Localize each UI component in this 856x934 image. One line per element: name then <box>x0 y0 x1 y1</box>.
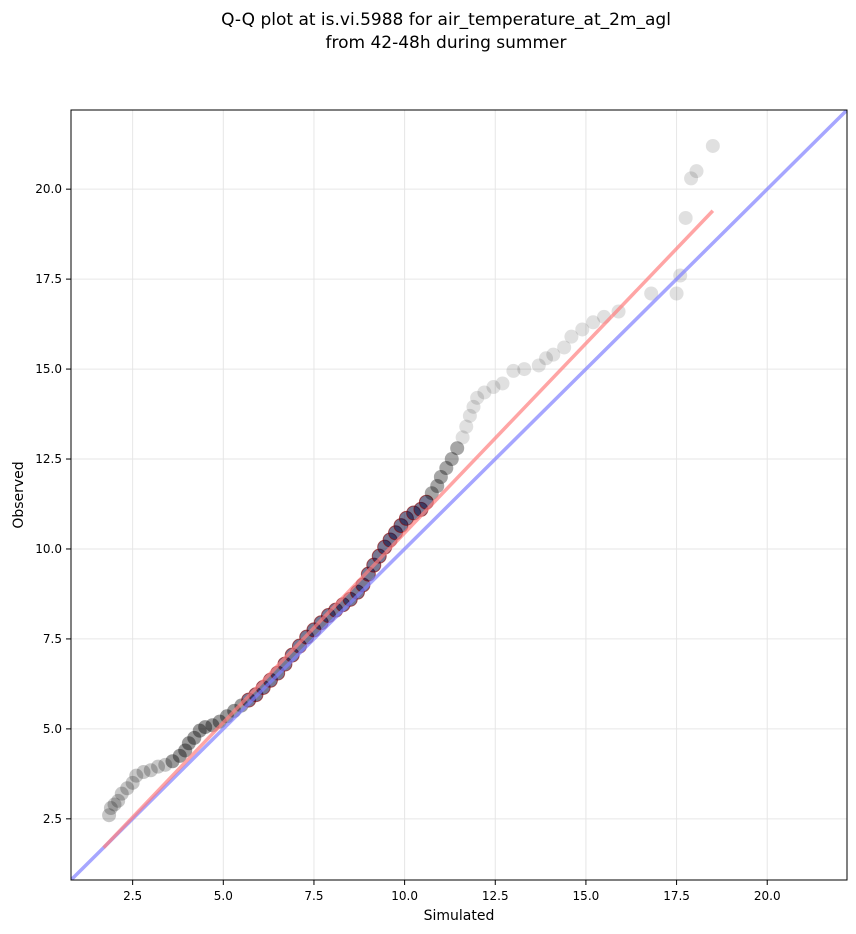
quantile-point-66 <box>506 363 521 378</box>
y-tick-label-1: 5.0 <box>43 722 62 736</box>
quantile-points <box>102 138 720 823</box>
quantile-point-61 <box>466 399 481 414</box>
reference-lines <box>71 110 847 880</box>
y-axis-ticks: 2.5 5.0 7.5 10.0 12.5 15.0 17.5 20.0 <box>35 182 71 826</box>
plot-area-frame <box>70 109 848 881</box>
quantile-point-69 <box>539 351 554 366</box>
quantile-point-57 <box>450 441 465 456</box>
quantile-point-59 <box>459 419 474 434</box>
x-tick-label-7: 20.0 <box>754 889 781 903</box>
quantile-point-60 <box>462 408 477 423</box>
x-tick-label-6: 17.5 <box>663 889 690 903</box>
quantile-point-13 <box>172 748 187 763</box>
x-axis-ticks: 2.5 5.0 7.5 10.0 12.5 15.0 17.5 20.0 <box>123 880 781 903</box>
quantile-point-78 <box>669 286 684 301</box>
quantile-point-77 <box>644 286 659 301</box>
quantile-point-74 <box>586 315 601 330</box>
identity-line <box>71 110 847 880</box>
quantile-point-6 <box>125 775 140 790</box>
quantile-point-65 <box>495 376 510 391</box>
y-axis-label: Observed <box>11 461 27 528</box>
quantile-point-71 <box>557 340 572 355</box>
quantile-point-54 <box>433 470 448 485</box>
quantile-point-20 <box>212 714 227 729</box>
quantile-point-58 <box>455 430 470 445</box>
quantile-point-72 <box>564 329 579 344</box>
quantile-point-56 <box>444 452 459 467</box>
quantile-point-67 <box>517 362 532 377</box>
quantile-point-68 <box>531 358 546 373</box>
quantile-point-80 <box>678 210 693 225</box>
quantile-point-63 <box>477 385 492 400</box>
quantile-point-8 <box>136 765 151 780</box>
x-tick-label-2: 7.5 <box>304 889 323 903</box>
y-tick-label-4: 12.5 <box>35 452 62 466</box>
chart-title-line-2: from 42-48h during summer <box>326 33 567 53</box>
quantile-point-4 <box>114 786 129 801</box>
quantile-point-2 <box>107 797 122 812</box>
x-tick-label-0: 2.5 <box>123 889 142 903</box>
quantile-point-3 <box>111 793 126 808</box>
quantile-point-17 <box>192 723 207 738</box>
y-tick-label-3: 10.0 <box>35 542 62 556</box>
chart-title-line-1: Q-Q plot at is.vi.5988 for air_temperatu… <box>221 10 671 30</box>
quantile-point-83 <box>705 138 720 153</box>
y-tick-label-6: 17.5 <box>35 272 62 286</box>
quantile-point-64 <box>486 380 501 395</box>
quantile-point-53 <box>430 479 445 494</box>
quantile-point-12 <box>165 754 180 769</box>
y-tick-label-2: 7.5 <box>43 632 62 646</box>
quantile-point-11 <box>158 757 173 772</box>
quantile-point-55 <box>439 461 454 476</box>
y-tick-label-5: 15.0 <box>35 362 62 376</box>
x-tick-label-3: 10.0 <box>391 889 418 903</box>
quantile-point-16 <box>187 730 202 745</box>
quantile-point-81 <box>684 171 699 186</box>
fit-line <box>102 209 715 849</box>
quantile-point-70 <box>546 347 561 362</box>
y-tick-label-7: 20.0 <box>35 182 62 196</box>
quantile-point-14 <box>178 743 193 758</box>
quantile-point-7 <box>129 768 144 783</box>
quantile-point-0 <box>102 808 117 823</box>
quantile-point-18 <box>198 720 213 735</box>
y-tick-label-0: 2.5 <box>43 812 62 826</box>
x-axis-label: Simulated <box>424 908 495 924</box>
quantile-point-82 <box>689 164 704 179</box>
quantile-point-9 <box>143 763 158 778</box>
quantile-point-10 <box>151 759 166 774</box>
quantile-point-15 <box>181 736 196 751</box>
quantile-point-62 <box>470 390 485 405</box>
quantile-point-5 <box>120 781 135 796</box>
quantile-point-52 <box>424 486 439 501</box>
x-tick-label-5: 15.0 <box>573 889 600 903</box>
quantile-point-1 <box>103 801 118 816</box>
x-tick-label-4: 12.5 <box>482 889 509 903</box>
x-tick-label-1: 5.0 <box>214 889 233 903</box>
quantile-point-73 <box>575 322 590 337</box>
grid-lines <box>71 110 847 880</box>
